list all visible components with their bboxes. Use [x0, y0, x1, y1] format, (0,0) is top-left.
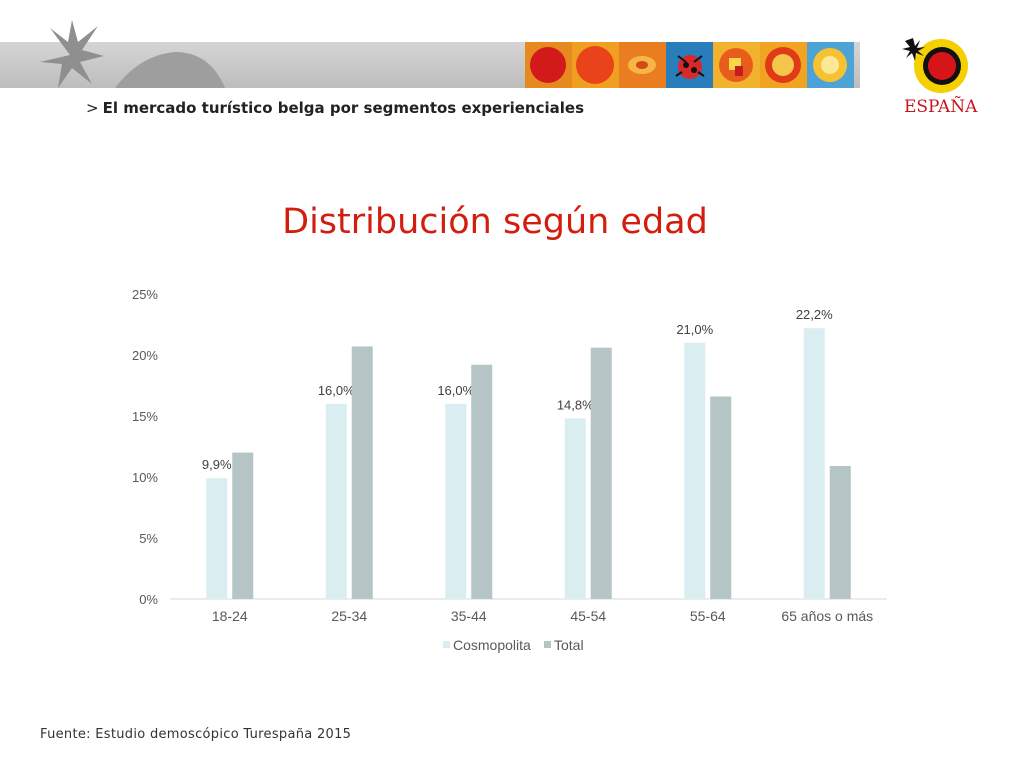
tile-orange-sun [572, 42, 619, 88]
bar-cosmopolita [684, 342, 706, 599]
tile-bug [666, 42, 713, 88]
x-tick-label: 25-34 [331, 608, 367, 624]
data-label: 14,8% [557, 397, 594, 412]
source-text: Estudio demoscópico Turespaña 2015 [95, 727, 352, 742]
bar-total [351, 346, 373, 599]
x-tick-label: 65 años o más [781, 608, 873, 624]
y-tick-label: 20% [132, 348, 158, 363]
chart-title: Distribución según edad [282, 202, 708, 242]
bar-total [471, 364, 493, 599]
chart-legend: Cosmopolita Total [443, 637, 584, 653]
bar-cosmopolita [445, 403, 467, 599]
star-icon [40, 20, 104, 88]
logo-red-center [928, 52, 956, 80]
bar-total [829, 466, 851, 599]
espana-logo: ESPAÑA [902, 38, 978, 117]
y-tick-label: 5% [139, 531, 158, 546]
bar-cosmopolita [803, 328, 825, 599]
header-banner [0, 0, 1024, 120]
bar-total [590, 347, 612, 599]
bar-total [232, 452, 254, 599]
bar-cosmopolita [325, 403, 347, 599]
source-label: Fuente: [40, 727, 91, 742]
bar-cosmopolita [206, 478, 228, 599]
tile-shell [619, 42, 666, 88]
bar-total [710, 396, 732, 599]
data-label: 16,0% [437, 383, 474, 398]
data-label: 9,9% [202, 457, 232, 472]
bar-series: 9,9% 16,0% 16,0% 14,8% 21,0% 22,2% [202, 307, 851, 599]
section-title-text: El mercado turístico belga por segmentos… [102, 99, 585, 117]
y-axis: 0% 5% 10% 15% 20% 25% [132, 287, 158, 607]
x-axis: 18-24 25-34 35-44 45-54 55-64 65 años o más [212, 608, 873, 624]
y-tick-label: 10% [132, 470, 158, 485]
section-title: > El mercado turístico belga por segmento… [86, 99, 584, 117]
legend-label: Cosmopolita [453, 637, 531, 653]
y-tick-label: 15% [132, 409, 158, 424]
x-tick-label: 45-54 [570, 608, 606, 624]
data-label: 22,2% [796, 307, 833, 322]
legend-label: Total [554, 637, 584, 653]
tile-red-sun [525, 42, 572, 88]
data-label: 21,0% [676, 322, 713, 337]
legend-swatch-cosmopolita [443, 641, 450, 648]
tile-bright-sun [807, 42, 854, 88]
legend-swatch-total [544, 641, 551, 648]
bar-cosmopolita [564, 418, 586, 599]
x-tick-label: 18-24 [212, 608, 248, 624]
chevron-right-icon: > [86, 99, 99, 117]
banner-tiles [525, 42, 854, 88]
x-tick-label: 35-44 [451, 608, 487, 624]
y-tick-label: 25% [132, 287, 158, 302]
x-tick-label: 55-64 [690, 608, 726, 624]
tile-squares [713, 42, 760, 88]
source-note: Fuente: Estudio demoscópico Turespaña 20… [40, 727, 351, 742]
banner-decoration [40, 20, 225, 88]
tile-sun-ring [760, 42, 807, 88]
data-label: 16,0% [318, 383, 355, 398]
logo-wordmark: ESPAÑA [904, 96, 978, 117]
logo-star-icon [902, 38, 925, 61]
hill-shape [115, 52, 225, 88]
y-tick-label: 0% [139, 592, 158, 607]
